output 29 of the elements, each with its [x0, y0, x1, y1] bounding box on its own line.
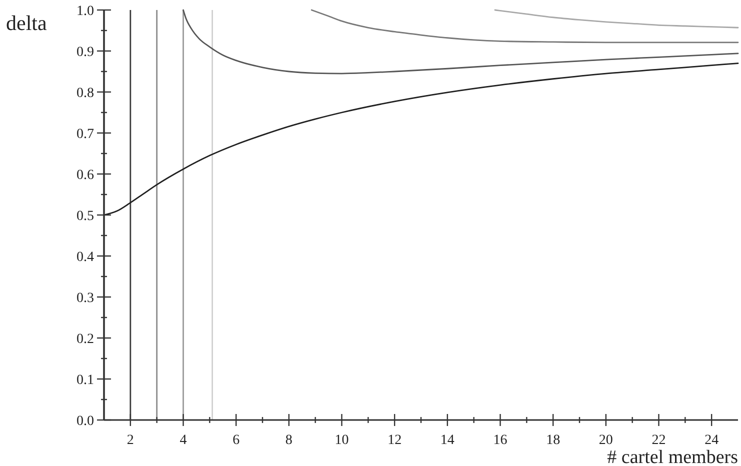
line-series	[103, 62, 739, 216]
x-tick-label: 14	[440, 433, 454, 448]
y-tick-label: 0.9	[76, 45, 94, 60]
y-tick-label: 1.0	[76, 4, 94, 19]
y-tick-label: 0.4	[76, 250, 94, 265]
y-tick-label: 0.3	[76, 291, 94, 306]
x-tick-label: 10	[334, 433, 349, 448]
x-tick-label: 4	[180, 433, 187, 448]
x-tick-label: 12	[388, 433, 402, 448]
x-tick-label: 24	[704, 433, 719, 448]
x-tick-label: 6	[232, 433, 240, 448]
y-tick-label: 0.5	[76, 209, 94, 224]
x-tick-label: 20	[598, 433, 613, 448]
x-tick-label: 18	[546, 433, 560, 448]
y-tick-label: 0.2	[76, 332, 94, 347]
line-series	[182, 9, 739, 74]
y-tick-label: 0.6	[76, 168, 94, 183]
y-tick-label: 0.7	[76, 127, 94, 142]
y-tick-label: 0.8	[76, 86, 94, 101]
line-series	[494, 9, 739, 28]
y-tick-label: 0.0	[76, 414, 94, 429]
x-tick-label: 22	[652, 433, 666, 448]
y-tick-label: 0.1	[76, 373, 94, 388]
x-tick-label: 2	[126, 433, 134, 448]
x-tick-label: 8	[285, 433, 292, 448]
y-axis-title: delta	[6, 11, 48, 35]
x-axis-title: # cartel members	[607, 447, 738, 466]
x-tick-label: 16	[493, 433, 508, 448]
line-series	[310, 9, 739, 44]
